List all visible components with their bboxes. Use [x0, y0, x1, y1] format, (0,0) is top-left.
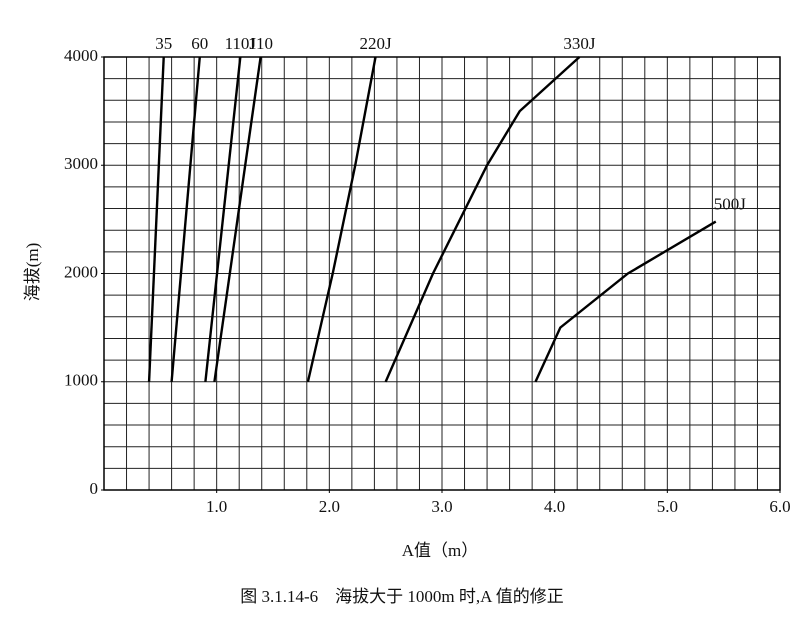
x-tick-label: 4.0 [544, 497, 565, 516]
series-label: 35 [155, 34, 172, 53]
x-tick-label: 5.0 [657, 497, 678, 516]
x-tick-label: 3.0 [431, 497, 452, 516]
y-tick-label: 0 [90, 479, 99, 498]
y-tick-label: 2000 [64, 262, 98, 281]
series-label: 500J [714, 194, 747, 213]
y-tick-label: 3000 [64, 154, 98, 173]
series-label: 110J [225, 34, 257, 53]
series-label: 60 [191, 34, 208, 53]
y-tick-label: 1000 [64, 371, 98, 390]
x-tick-label: 2.0 [319, 497, 340, 516]
series-label: 110 [248, 34, 273, 53]
x-tick-label: 1.0 [206, 497, 227, 516]
series-label: 220J [359, 34, 392, 53]
y-axis-label: 海拔(m) [23, 243, 42, 302]
x-tick-label: 6.0 [769, 497, 790, 516]
y-tick-label: 4000 [64, 46, 98, 65]
series-line [306, 56, 377, 383]
x-axis-label: A值（m） [402, 541, 479, 560]
series-line [170, 56, 201, 382]
series-line [204, 56, 242, 382]
caption: 图 3.1.14-6 海拔大于 1000m 时,A 值的修正 [240, 587, 563, 606]
series-line [147, 56, 165, 382]
series-line [213, 56, 262, 382]
series-line [384, 56, 581, 383]
series-line [534, 220, 717, 383]
series-label: 330J [563, 34, 596, 53]
